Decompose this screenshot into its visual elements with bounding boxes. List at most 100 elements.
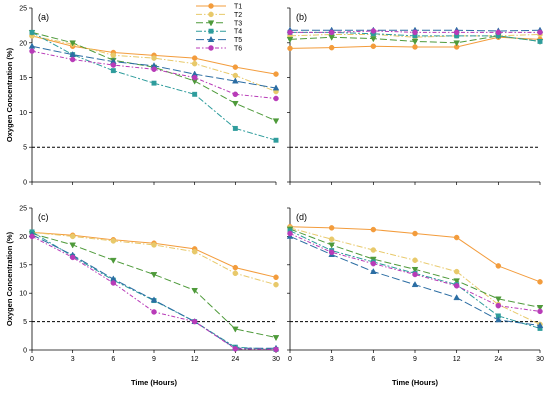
panel-a-series-t4-point-12h [192,91,198,97]
panel-c-ytick-label: 20 [19,234,27,241]
panel-d-label: (d) [296,212,307,222]
panel-d-xtick-label: 6 [371,356,375,363]
panel-c-series-t2-point-24h [232,270,239,277]
panel-d-series-t3-point-9h [411,266,419,273]
legend-item-t5: T5 [196,35,242,44]
panel-d-series-t2-point-12h [453,268,460,275]
panel-b-series-t3-point-9h [411,39,419,46]
panel-d-series-t5-point-9h [411,281,419,288]
legend-item-t4: T4 [196,29,242,36]
panel-b-series-t6-point-6h [370,28,377,34]
panel-c-series-t6-line [31,235,277,350]
panel-b-series-t3-point-6h [370,36,377,43]
panel-d-xtick-label: 3 [330,356,334,363]
panel-a-series-t4-point-6h [110,68,116,74]
panel-a-series-t2-point-24h [232,72,239,79]
legend-item-t3: T3 [196,20,242,27]
panel-c-series-t6-point-30h [273,346,279,353]
panel-d-series-t5-point-30h [536,321,544,328]
panel-a-series-t3-point-30h [272,118,280,125]
panel-c-ytick-label: 25 [19,206,27,213]
legend-item-t2: T2 [196,11,242,19]
legend-label-t2: T2 [234,12,242,19]
legend-item-t1: T1 [196,3,242,11]
panel-d-xtick-label: 30 [536,356,544,363]
panel-b-series-t1-point-9h [412,44,418,50]
panel-c-series-t3-point-12h [191,287,198,295]
panel-c-series-t2-point-3h [69,233,76,240]
legend-label-t6: T6 [234,46,242,53]
legend-marker-t2 [208,11,214,18]
legend-marker-t3 [207,20,215,27]
panel-b-series-t6-point-30h [537,29,543,36]
legend-label-t1: T1 [234,4,242,11]
panel-a-series-t5-point-24h [232,77,239,84]
panel-a-series-t1-point-12h [191,55,198,61]
panel-a-series-t5-point-0h [28,42,36,49]
panel-c-series-t6-point-3h [69,254,76,261]
panel-c-xtick-label: 24 [231,356,239,363]
panel-d-xtick-label: 0 [288,356,292,363]
panel-a-ytick-label: 25 [19,6,27,13]
panel-a-series-t2-point-6h [110,52,117,59]
panel-a-series-t4-point-30h [273,137,279,143]
panel-b-series-t1-point-3h [328,44,335,51]
panel-b-series-t6-point-9h [412,29,418,36]
panel-d-xtick-label: 9 [413,356,417,363]
panel-d-series-t1-point-6h [370,226,377,233]
panel-c-series-t1-point-24h [232,264,239,271]
panel-d-series-t2-point-3h [328,236,335,242]
panel-d-series-t1-point-30h [537,279,543,285]
panel-b-series-t1-point-0h [287,45,293,52]
panel-a-series-t6-point-0h [29,48,35,54]
panel-c-series-t2-point-6h [110,238,117,244]
panel-d-series-t3-point-24h [495,296,502,303]
panel-a-series-t4-point-24h [232,125,238,131]
panel-b-series-t6-point-0h [287,29,293,36]
panel-d-series-t2-point-9h [412,257,418,264]
panel-d-series-t4-line [289,230,541,329]
panel-c-series-t2-point-30h [273,281,279,288]
panel-c-series-t4-line [31,231,277,350]
panel-d-series-t1-point-24h [495,263,502,269]
panel-d-series-t3-point-30h [536,305,544,312]
panel-a-series-t4-point-0h [29,29,35,35]
panel-a-series-t3-point-3h [69,40,76,47]
panel-d-series-t6-point-12h [453,283,460,289]
panel-a-series-t6-point-6h [110,62,117,68]
panel-a-series-t3-point-24h [232,100,239,107]
legend-marker-t4 [208,28,214,34]
panel-d-x-axis-title: Time (Hours) [392,378,439,387]
panel-d-series-t2-point-6h [370,247,377,253]
panel-c-xtick-label: 12 [191,356,199,363]
panel-c-xtick-label: 3 [71,356,75,363]
legend-marker-t6 [208,45,214,51]
panel-c-xtick-label: 9 [152,356,156,363]
panel-c-series-t2-point-12h [191,248,198,255]
panel-a-series-t6-point-9h [151,66,157,72]
panel-d-series-t6-point-0h [287,230,293,237]
panel-d-series-t6-point-24h [495,302,502,309]
panel-a-series-t2-point-9h [151,55,157,61]
panel-d-series-t5-line [289,235,541,327]
panel-a-series-t1-point-30h [273,71,279,77]
panel-c-series-t6-point-9h [151,309,157,315]
legend-item-t6: T6 [196,45,242,53]
panel-b-series-t6-point-24h [495,29,502,36]
panel-c-series-t2-point-9h [151,242,157,248]
panel-d-series-t1-point-12h [453,234,460,241]
panel-c-series-t3-point-6h [110,257,117,264]
panel-c-y-axis-title: Oxygen Concentration (%) [5,231,14,326]
panel-b-series-t3-point-12h [453,40,460,47]
panel-a: 0 5 10 15 20 25 (a) Oxygen Concentration (%) [5,6,280,187]
panel-c-ytick-label: 0 [23,348,27,355]
panel-a-ytick-label: 10 [19,110,27,117]
legend-label-t5: T5 [234,37,242,44]
panel-a-ytick-label: 5 [23,145,27,152]
panel-a-ytick-label: 0 [23,180,27,187]
panel-c-ytick-label: 5 [23,319,27,326]
panel-b-series-t3-point-0h [286,36,294,43]
panel-c-ytick-label: 10 [19,291,27,298]
panel-d-series-t5-point-24h [495,316,502,323]
